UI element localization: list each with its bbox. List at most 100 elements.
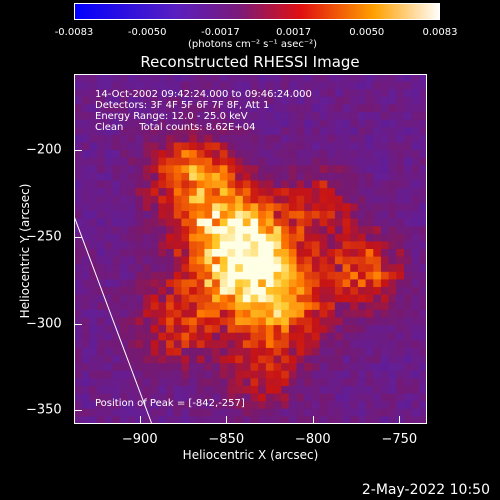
heatmap-cell	[403, 294, 413, 303]
heatmap-cell	[319, 127, 328, 136]
heatmap-cell	[196, 203, 206, 212]
heatmap-cell	[196, 347, 206, 357]
heatmap-cell	[273, 74, 282, 83]
heatmap-cell	[403, 233, 413, 242]
heatmap-cell	[334, 112, 344, 121]
heatmap-cell	[97, 355, 106, 364]
heatmap-cell	[373, 127, 382, 136]
heatmap-cell	[189, 134, 198, 144]
heatmap-cell	[296, 218, 305, 227]
heatmap-cell	[334, 157, 344, 166]
heatmap-cell	[189, 317, 198, 326]
heatmap-cell	[74, 340, 83, 349]
heatmap-cell	[97, 287, 106, 296]
heatmap-cell	[273, 172, 282, 182]
heatmap-cell	[288, 287, 298, 296]
heatmap-cell	[196, 172, 206, 182]
heatmap-cell	[235, 241, 244, 250]
heatmap-cell	[219, 74, 229, 83]
heatmap-cell	[219, 203, 229, 212]
heatmap-cell	[388, 363, 397, 372]
heatmap-cell	[204, 378, 213, 387]
heatmap-cell	[212, 127, 221, 136]
heatmap-cell	[89, 401, 98, 410]
heatmap-cell	[74, 195, 83, 204]
heatmap-cell	[219, 317, 229, 326]
heatmap-cell	[403, 104, 413, 113]
heatmap-cell	[342, 378, 351, 387]
heatmap-cell	[120, 416, 129, 424]
heatmap-cell	[396, 408, 405, 417]
heatmap-cell	[166, 165, 175, 174]
heatmap-cell	[158, 172, 167, 182]
heatmap-cell	[388, 203, 397, 212]
heatmap-cell	[281, 347, 290, 357]
heatmap-cell	[212, 271, 221, 281]
heatmap-cell	[311, 355, 321, 364]
heatmap-cell	[235, 279, 244, 288]
heatmap-cell	[219, 157, 229, 166]
heatmap-cell	[158, 127, 167, 136]
heatmap-cell	[173, 89, 183, 98]
heatmap-cell	[227, 393, 236, 402]
heatmap-cell	[212, 172, 221, 182]
heatmap-cell	[334, 150, 344, 159]
heatmap-cell	[189, 157, 198, 166]
heatmap-cell	[112, 203, 121, 212]
heatmap-cell	[135, 134, 144, 144]
heatmap-cell	[204, 279, 213, 288]
heatmap-cell	[204, 74, 213, 83]
heatmap-cell	[166, 81, 175, 90]
heatmap-cell	[242, 256, 252, 265]
x-tick-mark	[226, 416, 228, 424]
heatmap-cell	[250, 408, 259, 417]
heatmap-cell	[181, 104, 190, 113]
heatmap-cell	[365, 180, 374, 189]
heatmap-cell	[250, 134, 259, 144]
heatmap-cell	[357, 127, 367, 136]
heatmap-cell	[212, 188, 221, 197]
heatmap-cell	[173, 355, 183, 364]
heatmap-cell	[81, 188, 90, 197]
heatmap-cell	[74, 241, 83, 250]
heatmap-cell	[411, 249, 420, 258]
heatmap-cell	[311, 408, 321, 417]
heatmap-cell	[97, 119, 106, 128]
heatmap-cell	[189, 249, 198, 258]
heatmap-cell	[97, 347, 106, 357]
heatmap-cell	[334, 317, 344, 326]
y-tick-label: −250	[26, 229, 62, 245]
heatmap-cell	[189, 309, 198, 319]
heatmap-cell	[158, 249, 167, 258]
heatmap-cell	[296, 180, 305, 189]
heatmap-cell	[350, 157, 359, 166]
heatmap-cell	[204, 271, 213, 281]
heatmap-cell	[281, 325, 290, 334]
heatmap-cell	[304, 165, 313, 174]
heatmap-cell	[143, 203, 152, 212]
heatmap-cell	[411, 203, 420, 212]
heatmap-cell	[250, 119, 259, 128]
heatmap-cell	[334, 294, 344, 303]
heatmap-cell	[158, 218, 167, 227]
heatmap-cell	[373, 416, 382, 424]
heatmap-cell	[334, 172, 344, 182]
heatmap-cell	[250, 264, 259, 273]
heatmap-cell	[120, 393, 129, 402]
heatmap-cell	[296, 370, 305, 379]
heatmap-cell	[311, 340, 321, 349]
heatmap-cell	[112, 74, 121, 83]
heatmap-cell	[227, 363, 236, 372]
heatmap-cell	[227, 302, 236, 311]
heatmap-cell	[89, 188, 98, 197]
heatmap-cell	[143, 180, 152, 189]
heatmap-cell	[135, 104, 144, 113]
heatmap-cell	[173, 325, 183, 334]
heatmap-cell	[373, 332, 382, 341]
heatmap-cell	[327, 134, 336, 144]
heatmap-cell	[219, 332, 229, 341]
heatmap-cell	[104, 226, 113, 235]
heatmap-cell	[419, 150, 427, 159]
heatmap-cell	[97, 317, 106, 326]
heatmap-cell	[419, 287, 427, 296]
